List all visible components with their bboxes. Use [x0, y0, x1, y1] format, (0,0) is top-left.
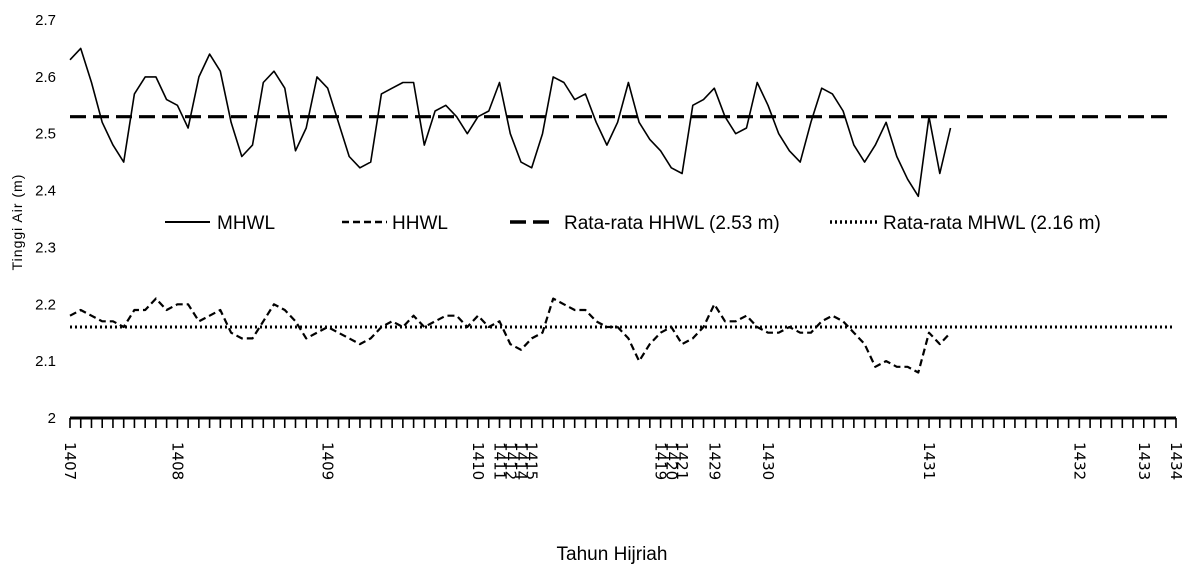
x-tick-label: 1429	[705, 442, 723, 480]
series-line-hhwl	[69, 297, 952, 374]
x-tick-label: 1420	[662, 442, 680, 480]
x-tick-label: 1434	[1167, 442, 1185, 480]
x-tick-label: 1430	[759, 442, 777, 480]
x-tick-label: 1431	[920, 442, 938, 480]
x-tick-label: 1409	[319, 442, 337, 480]
x-tick-label: 1411	[491, 442, 509, 480]
y-axis-title: Tinggi Air (m)	[9, 174, 25, 271]
legend: MHWL HHWL Rata-rata HHWL (2.53 m) Rata-r…	[165, 213, 1101, 234]
series-line-mhwl	[69, 47, 952, 198]
y-tick-label: 2.4	[35, 183, 56, 200]
y-tick-label: 2.3	[35, 239, 56, 256]
legend-label-hhwl: HHWL	[392, 213, 448, 234]
legend-label-avg-hhwl: Rata-rata HHWL (2.53 m)	[564, 213, 780, 234]
x-tick-label: 1407	[61, 442, 79, 480]
x-tick-label: 1432	[1070, 442, 1088, 480]
legend-label-avg-mhwl: Rata-rata MHWL (2.16 m)	[883, 213, 1101, 234]
y-tick-label: 2.2	[35, 296, 56, 313]
y-tick-label: 2.6	[35, 69, 56, 86]
legend-label-mhwl: MHWL	[217, 213, 275, 234]
y-axis-ticks: 2 2.1 2.2 2.3 2.4 2.5 2.6 2.7	[35, 12, 56, 427]
x-tick-label: 1414	[512, 442, 530, 480]
y-tick-label: 2.7	[35, 12, 56, 29]
y-tick-label: 2.1	[35, 353, 56, 370]
x-tick-label: 1412	[501, 442, 519, 480]
y-tick-label: 2.5	[35, 126, 56, 143]
x-tick-label: 1415	[523, 442, 541, 480]
x-tick-label: 1433	[1135, 442, 1153, 480]
x-axis-title: Tahun Hijriah	[557, 544, 668, 565]
y-tick-label: 2	[48, 410, 56, 427]
series-lines	[69, 47, 1174, 374]
x-tick-label: 1419	[652, 442, 670, 480]
x-tick-label: 1408	[168, 442, 186, 480]
x-tick-label: 1421	[673, 442, 691, 480]
x-tick-label: 1410	[469, 442, 487, 480]
